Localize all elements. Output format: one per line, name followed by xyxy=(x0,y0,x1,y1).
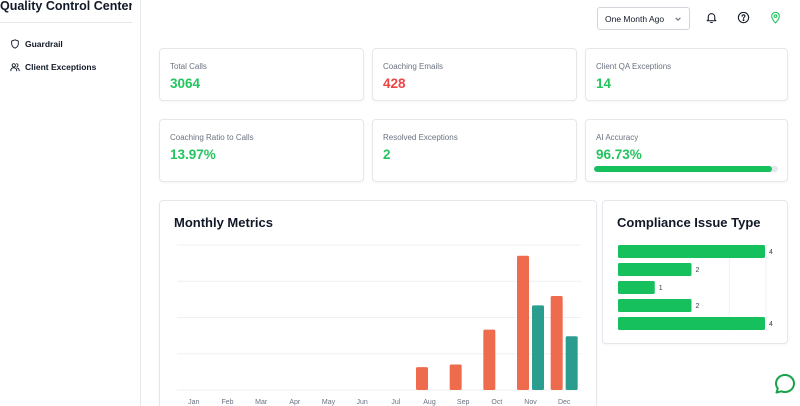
bar-aug-0 xyxy=(416,367,428,390)
stat-value: 3064 xyxy=(170,76,201,91)
monthly-metrics-chart: Jan Feb Mar Apr May Jun Jul Aug Sep Oct Nov Dec xyxy=(177,244,581,406)
sidebar-item-label: Client Exceptions xyxy=(25,62,97,72)
shield-icon xyxy=(11,39,19,49)
date-range-value: One Month Ago xyxy=(605,13,665,24)
x-tick-label: Oct xyxy=(491,399,502,406)
stat-value: 428 xyxy=(383,76,406,91)
x-tick-label: Aug xyxy=(423,399,436,406)
stat-card-client-qa-exceptions: Client QA Exceptions 14 xyxy=(585,48,788,101)
stat-card-coaching-ratio: Coaching Ratio to Calls 13.97% xyxy=(159,119,364,182)
stat-card-coaching-emails: Coaching Emails 428 xyxy=(372,48,577,101)
x-tick-label: Feb xyxy=(221,399,233,406)
stat-label: Total Calls xyxy=(170,62,207,71)
bar-oct-0 xyxy=(483,329,496,390)
bar-nov-0 xyxy=(517,255,529,390)
monthly-metrics-panel: Jan Feb Mar Apr May Jun Jul Aug Sep Oct Nov Dec Mon… xyxy=(159,200,597,406)
compliance-bar xyxy=(618,245,765,258)
location-pin-icon[interactable] xyxy=(769,11,782,24)
stat-label: Client QA Exceptions xyxy=(596,62,672,71)
compliance-bar-value: 1 xyxy=(659,285,663,292)
stat-label: Resolved Exceptions xyxy=(383,133,458,142)
monthly-metrics-title: Monthly Metrics xyxy=(174,215,273,230)
compliance-bar-value: 2 xyxy=(696,267,700,274)
bar-dec-0 xyxy=(550,296,563,390)
compliance-bar-value: 2 xyxy=(696,303,700,310)
stat-label: Coaching Emails xyxy=(383,62,444,71)
bell-icon[interactable] xyxy=(705,11,718,24)
x-tick-label: Jun xyxy=(357,399,368,406)
compliance-bar xyxy=(618,317,765,330)
stat-card-ai-accuracy: AI Accuracy 96.73% xyxy=(585,119,788,182)
stat-card-total-calls: Total Calls 3064 xyxy=(159,48,364,101)
x-tick-label: Mar xyxy=(255,399,268,406)
sidebar-item-label: Guardrail xyxy=(25,39,63,49)
sidebar: Quality Control Center Guardrail Client … xyxy=(0,0,141,406)
x-tick-label: Sep xyxy=(457,399,470,406)
accuracy-progress-bar xyxy=(594,166,778,172)
compliance-bar xyxy=(618,263,692,276)
x-tick-label: May xyxy=(322,399,336,406)
date-range-select[interactable]: One Month Ago xyxy=(597,7,690,30)
accuracy-progress-fill xyxy=(594,166,772,172)
chat-icon[interactable] xyxy=(773,372,797,396)
sidebar-item-guardrail[interactable]: Guardrail xyxy=(10,35,63,53)
x-tick-label: Dec xyxy=(558,399,571,406)
users-icon xyxy=(10,63,20,72)
compliance-issue-title: Compliance Issue Type xyxy=(617,215,761,230)
x-tick-label: Nov xyxy=(524,399,537,406)
stat-value: 13.97% xyxy=(170,147,216,162)
compliance-bar-value: 4 xyxy=(769,321,773,328)
stat-value: 96.73% xyxy=(596,147,642,162)
stat-label: Coaching Ratio to Calls xyxy=(170,133,254,142)
chevron-down-icon xyxy=(675,17,681,21)
x-tick-label: Jan xyxy=(188,399,199,406)
stat-value: 14 xyxy=(596,76,612,91)
bar-sep-0 xyxy=(449,364,462,390)
compliance-bar xyxy=(618,281,655,294)
compliance-bar-value: 4 xyxy=(769,249,773,256)
stat-card-resolved-exceptions: Resolved Exceptions 2 xyxy=(372,119,577,182)
bar-nov-1 xyxy=(532,305,544,390)
compliance-issue-chart: 4 2 1 2 4 xyxy=(618,245,773,331)
app-title: Quality Control Center xyxy=(0,0,132,23)
help-icon[interactable] xyxy=(737,11,750,24)
sidebar-item-client-exceptions[interactable]: Client Exceptions xyxy=(10,58,96,76)
stat-label: AI Accuracy xyxy=(596,133,639,142)
compliance-bar xyxy=(618,299,692,312)
stat-value: 2 xyxy=(383,147,391,162)
x-tick-label: Jul xyxy=(391,399,400,406)
bar-dec-1 xyxy=(565,336,578,390)
x-tick-label: Apr xyxy=(289,399,301,406)
compliance-issue-panel: 4 2 1 2 4 Compliance Issue Type xyxy=(602,200,788,344)
